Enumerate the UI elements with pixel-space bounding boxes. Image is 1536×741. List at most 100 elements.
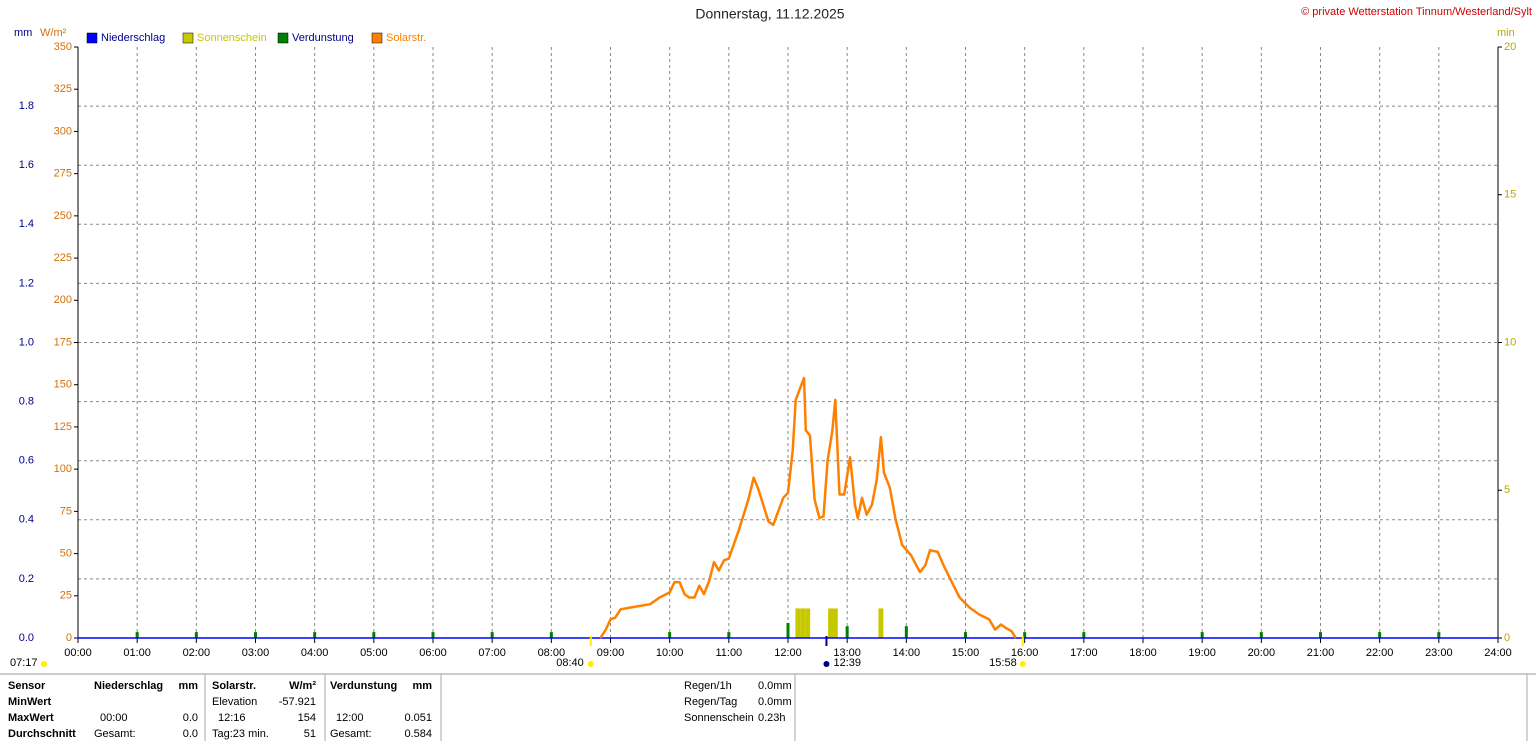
- sunshine-bar: [795, 608, 801, 638]
- evaporation-bar: [431, 632, 435, 638]
- x-tick-label: 18:00: [1129, 647, 1157, 659]
- summary-label: Sonnenschein: [684, 712, 754, 724]
- unit-min: min: [1497, 27, 1515, 39]
- legend-swatch: [86, 32, 98, 44]
- legend-label: Sonnenschein: [197, 32, 267, 44]
- evaporation-bar: [904, 626, 908, 638]
- sun-icon: [823, 661, 830, 667]
- table-cell: Elevation: [212, 696, 257, 708]
- y-tick-label: 150: [54, 379, 72, 391]
- legend-label: Solarstr.: [386, 32, 426, 44]
- x-tick-label: 10:00: [656, 647, 684, 659]
- legend-label: Verdunstung: [292, 32, 354, 44]
- x-tick-label: 01:00: [123, 647, 151, 659]
- evaporation-bar: [1437, 632, 1441, 638]
- legend-label: Niederschlag: [101, 32, 165, 44]
- sun-icon: [587, 661, 594, 667]
- legend-swatch: [182, 32, 194, 44]
- sun-icon: [1019, 661, 1026, 667]
- evaporation-bar: [964, 632, 967, 638]
- x-tick-label: 13:00: [833, 647, 861, 659]
- x-tick-label: 05:00: [360, 647, 388, 659]
- y-tick-label: 1.4: [19, 218, 34, 230]
- table-cell: 0.584: [404, 728, 432, 740]
- table-cell: Gesamt:: [94, 728, 136, 740]
- sunshine-bar: [800, 608, 806, 638]
- evaporation-bar: [786, 622, 790, 638]
- table-header: Verdunstung: [330, 680, 397, 692]
- evaporation-bar: [668, 632, 672, 638]
- sunshine-bar: [832, 608, 838, 638]
- y-tick-label: 250: [54, 210, 72, 222]
- table-cell: 00:00: [100, 712, 128, 724]
- evaporation-bar: [549, 632, 553, 638]
- y2-tick-label: 10: [1504, 336, 1516, 348]
- y-tick-label: 0.8: [19, 396, 34, 408]
- y-tick-label: 275: [54, 168, 72, 180]
- table-cell: 0.0: [183, 712, 198, 724]
- y2-tick-label: 0: [1504, 632, 1510, 644]
- y-tick-label: 325: [54, 83, 72, 95]
- summary-value: 0.0mm: [758, 696, 792, 708]
- y2-tick-label: 15: [1504, 189, 1516, 201]
- x-tick-label: 06:00: [419, 647, 447, 659]
- time-marker-label: 15:58: [989, 657, 1017, 669]
- x-tick-label: 23:00: [1425, 647, 1453, 659]
- table-cell: MinWert: [8, 696, 52, 708]
- y-tick-label: 50: [60, 547, 72, 559]
- evaporation-bar: [313, 632, 317, 638]
- evaporation-bar: [1023, 632, 1027, 638]
- evaporation-bar: [1319, 632, 1322, 638]
- legend-swatch: [371, 32, 383, 44]
- y-tick-label: 1.6: [19, 159, 34, 171]
- x-tick-label: 16:00: [1011, 647, 1039, 659]
- solar-line: [599, 376, 1017, 639]
- y-tick-label: 0: [66, 632, 72, 644]
- evaporation-bar: [1082, 632, 1086, 638]
- sunshine-bar: [878, 608, 884, 638]
- x-tick-label: 07:00: [478, 647, 506, 659]
- evaporation-bar: [254, 632, 257, 638]
- x-tick-label: 12:00: [774, 647, 802, 659]
- evaporation-bar: [1259, 632, 1263, 638]
- y-tick-label: 0.6: [19, 455, 34, 467]
- summary-value: 0.0mm: [758, 680, 792, 692]
- evaporation-bar: [727, 632, 731, 638]
- evaporation-bar: [845, 626, 849, 638]
- time-marker-label: 08:40: [556, 657, 584, 669]
- sunshine-bar: [828, 608, 834, 638]
- y-tick-label: 1.0: [19, 336, 34, 348]
- x-tick-label: 19:00: [1188, 647, 1216, 659]
- y-tick-label: 100: [54, 463, 72, 475]
- legend-swatch: [277, 32, 289, 44]
- copyright: © private Wetterstation Tinnum/Westerlan…: [1301, 6, 1532, 18]
- evaporation-bar: [1200, 632, 1204, 638]
- y-tick-label: 225: [54, 252, 72, 264]
- x-tick-label: 08:00: [538, 647, 566, 659]
- y2-tick-label: 5: [1504, 484, 1510, 496]
- x-tick-label: 22:00: [1366, 647, 1394, 659]
- x-tick-label: 20:00: [1248, 647, 1276, 659]
- y-tick-label: 25: [60, 590, 72, 602]
- y-tick-label: 1.8: [19, 100, 34, 112]
- chart-title: Donnerstag, 11.12.2025: [695, 6, 844, 22]
- sunrise-label: 07:17: [10, 657, 38, 669]
- y-tick-label: 75: [60, 505, 72, 517]
- y-tick-label: 0.0: [19, 632, 34, 644]
- table-cell: Gesamt:: [330, 728, 372, 740]
- x-tick-label: 15:00: [952, 647, 980, 659]
- table-cell: Durchschnitt: [8, 728, 76, 740]
- table-header: W/m²: [289, 680, 316, 692]
- table-cell: Tag:23 min.: [212, 728, 269, 740]
- y-tick-label: 1.2: [19, 277, 34, 289]
- x-tick-label: 21:00: [1307, 647, 1335, 659]
- y-tick-label: 200: [54, 294, 72, 306]
- x-tick-label: 04:00: [301, 647, 329, 659]
- summary-label: Regen/Tag: [684, 696, 737, 708]
- sun-icon: [41, 661, 47, 667]
- table-cell: 12:00: [336, 712, 364, 724]
- x-tick-label: 02:00: [183, 647, 211, 659]
- table-cell: MaxWert: [8, 712, 54, 724]
